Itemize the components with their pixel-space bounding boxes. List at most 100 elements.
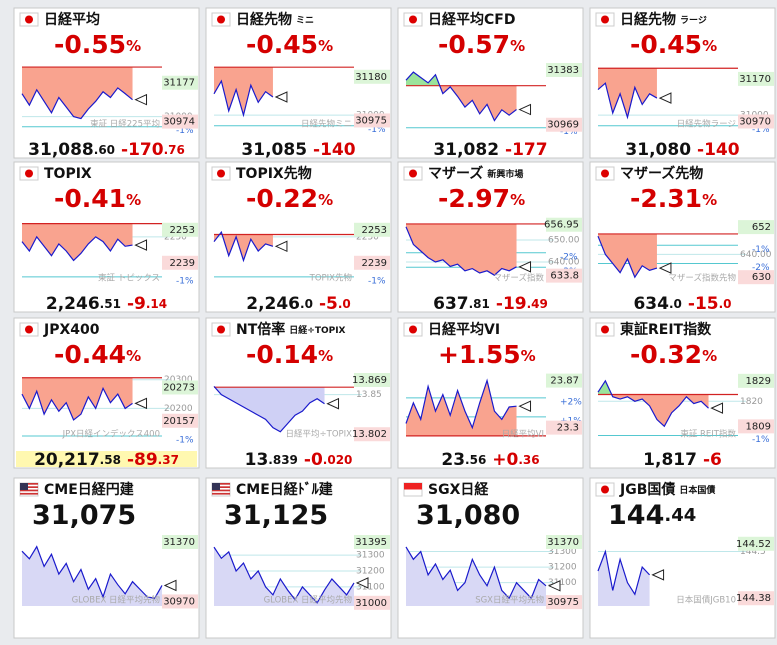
high-bg: [354, 222, 390, 237]
high-label: 20273: [163, 382, 195, 393]
tick-label: 144.5: [740, 547, 766, 557]
change-unit: %: [318, 191, 333, 209]
pct-label: -1%: [560, 127, 578, 137]
tile-name: TOPIX: [44, 166, 92, 182]
change: -0.45%: [630, 30, 717, 59]
sub-name: ミニ: [296, 15, 314, 26]
area: [214, 547, 354, 606]
series-line: [405, 226, 517, 276]
tile[interactable]: 日経先物ラージ-0.45%31000-1%日経先物ラージ311703097031…: [589, 7, 776, 160]
price-dec: .0: [300, 297, 313, 311]
watermark: JPX日経インデックス400: [62, 429, 160, 440]
flag-dot: [601, 15, 609, 24]
flag-stripe: [20, 483, 38, 485]
tile[interactable]: 日経平均-0.55%31000-1%東証 日経225平均311773097431…: [13, 7, 200, 160]
low-label: 30974: [163, 117, 195, 128]
tile-name: 東証REIT指数: [620, 321, 712, 338]
current-arrow: [547, 580, 561, 592]
low-label: 30969: [547, 120, 579, 131]
high-bg: [546, 373, 582, 388]
flag-top: [404, 483, 422, 490]
change-value: -0.55: [54, 30, 126, 59]
tile[interactable]: TOPIX先物 -0.22% 2250 -1% TOPIX先物 2253 2239 2,246…: [205, 161, 392, 314]
high-bg: [354, 535, 390, 549]
tile[interactable]: 日経先物ミニ-0.45%31000-1%日経先物ミニ311803097531,0…: [205, 7, 392, 160]
tile[interactable]: 東証REIT指数 -0.32% 1820 -1% 東証 REIT指数 1829 1809 1,…: [589, 317, 776, 470]
change-unit: %: [702, 347, 717, 365]
change-value: -2.97: [438, 184, 510, 213]
price-big: 31,080: [416, 500, 520, 531]
change: -0.41%: [54, 184, 141, 213]
tick-label: 1820: [740, 397, 763, 407]
price-big: 144.44: [608, 500, 696, 531]
change-value: -0.45: [246, 30, 318, 59]
change: -0.14%: [246, 340, 333, 369]
current-arrow: [134, 397, 148, 410]
low-bg: [546, 117, 582, 132]
current-arrow: [710, 402, 724, 414]
name: SGX日経: [428, 481, 489, 498]
high-label: 31383: [547, 65, 579, 76]
flag-canton: [20, 483, 28, 490]
low-bg: [162, 594, 198, 609]
low-label: 31000: [355, 598, 387, 609]
tile[interactable]: SGX日経 31,080 31300 31200 31100 SGX日経平均先物 31370…: [397, 477, 584, 639]
tile-name: マザーズ 新興市場: [428, 165, 523, 182]
name: 日経平均CFD: [428, 11, 515, 28]
low-label: 30970: [739, 116, 771, 127]
name: TOPIX先物: [236, 165, 312, 182]
name: 東証REIT指数: [620, 321, 712, 338]
area-below: [598, 233, 657, 278]
diff: -140: [313, 140, 356, 160]
low-bg: [546, 268, 582, 283]
price-line: 637.81 -19.49: [433, 294, 548, 314]
price: 20,217: [34, 450, 100, 470]
current-arrow: [134, 93, 148, 106]
low-label: 630: [752, 272, 771, 283]
name: CME日経円建: [44, 481, 134, 498]
tile[interactable]: 日経平均VI+1.55%+2%+1%日経平均VI23.8723.323.56+0…: [397, 317, 584, 470]
sub-name: 日本国債: [679, 484, 715, 496]
current-arrow: [163, 579, 177, 592]
tick-label: 20200: [164, 404, 193, 414]
tile[interactable]: マザーズ新興市場-2.97%650.00640.00-2%-3%マザーズ指数65…: [397, 161, 584, 314]
change: -2.97%: [438, 184, 525, 213]
flag-dot: [409, 169, 417, 178]
high-bg: [546, 535, 582, 549]
tile[interactable]: 日経平均CFD -0.57% -1% 31383 30969 31,082 -177: [397, 7, 584, 160]
tile[interactable]: TOPIX -0.41% 2250 -1% 東証 トピックス 2253 2239 2,246.…: [13, 161, 200, 314]
diff: -15: [688, 294, 719, 314]
high-bg: [354, 373, 390, 387]
price-line: 31,085 -140: [241, 140, 355, 160]
series-line: [597, 379, 709, 428]
tile[interactable]: NT倍率 日経÷TOPIX -0.14% 13.85 日経平均÷TOPIX 13.869 1…: [205, 317, 392, 470]
tile-bg: [589, 317, 776, 469]
high-bg: [738, 71, 774, 86]
low-bg: [354, 427, 390, 442]
area-below: [214, 67, 273, 116]
price: 1,817: [643, 450, 697, 470]
tile[interactable]: JPX400-0.44%2030020200-1%JPX日経インデックス4002…: [13, 317, 200, 470]
area-above: [598, 380, 709, 395]
name: マザーズ先物: [620, 165, 703, 182]
area: [598, 551, 650, 606]
tick-label: 640.00: [740, 250, 772, 260]
high-bg: [546, 63, 582, 77]
area-below: [214, 387, 325, 432]
tile[interactable]: CME日経円建 31,075 GLOBEX 日経平均先物 31370 30970: [13, 477, 200, 639]
low-bg: [162, 255, 198, 270]
change-unit: %: [318, 347, 333, 365]
tile[interactable]: JGB国債 日本国債 144.44 144.5 日本国債JGB10 144.52 144.3…: [589, 477, 776, 639]
change: -0.44%: [54, 340, 141, 369]
low-label: 2239: [170, 258, 195, 269]
flag-stripe: [20, 489, 38, 492]
high-bg: [162, 222, 198, 237]
change-unit: %: [521, 347, 536, 365]
flag-stripe: [20, 486, 38, 488]
price: 31,080: [625, 140, 691, 160]
high-label: 2253: [170, 225, 195, 236]
series-line: [21, 87, 133, 120]
tile[interactable]: マザーズ先物 -2.31% 640.00-1% -2% マザーズ指数先物 652 630 63…: [589, 161, 776, 314]
price: 31,075: [32, 500, 136, 531]
